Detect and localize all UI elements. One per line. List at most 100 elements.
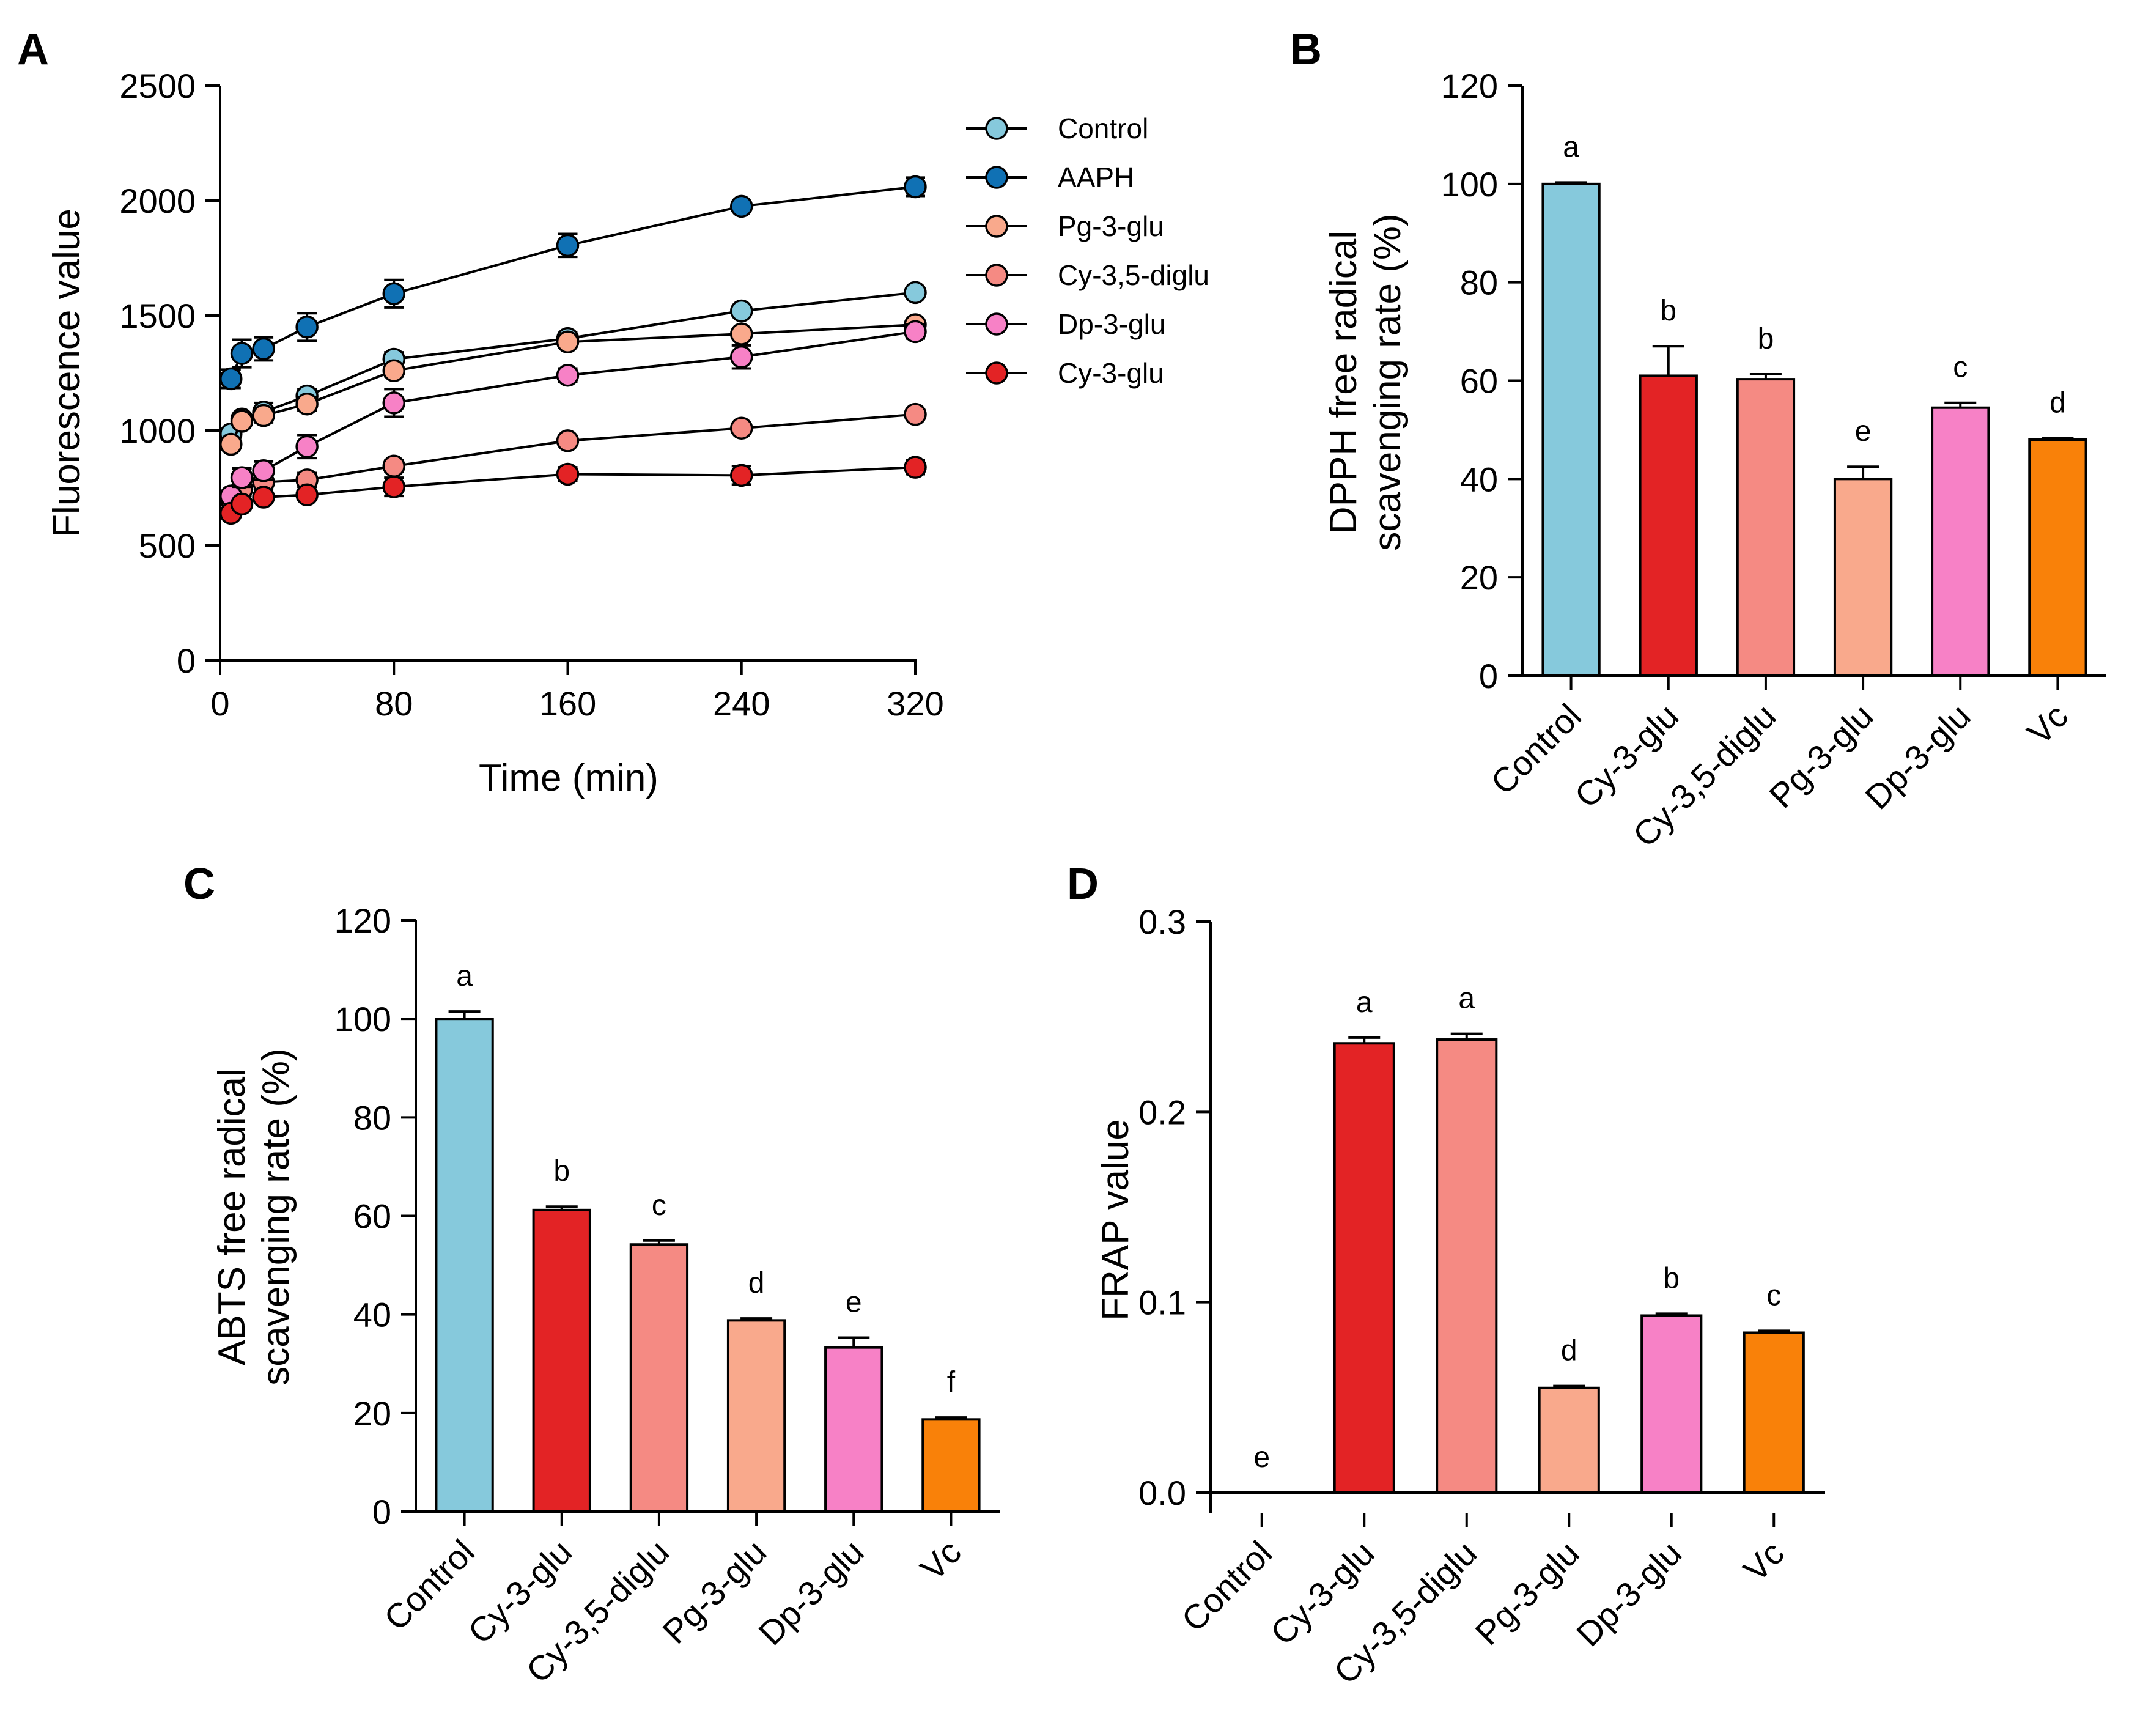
panel-a-legend-marker [985, 312, 1008, 336]
panel-d-y-tick-label: 0.1 [1138, 1284, 1186, 1322]
panel-d-plot: 0.00.10.20.3eControlaCy-3-gluaCy-3,5-dig… [1138, 903, 1825, 1691]
panel-a-x-tick-label: 240 [713, 684, 770, 723]
panel-a-y-tick-label: 1000 [119, 412, 196, 450]
panel-d-bar-cy-3-5-diglu [1436, 1038, 1498, 1494]
panel-a-data-point [230, 466, 254, 489]
panel-a-x-tick-label: 80 [375, 684, 413, 723]
panel-d-significance-letter: a [1356, 986, 1373, 1019]
panel-b-plot: 020406080100120aControlbCy-3-glubCy-3,5-… [1441, 67, 2106, 854]
panel-b-bar-cy-3-5-diglu [1736, 378, 1796, 678]
panel-b-x-tick-label: Pg-3-glu [1761, 696, 1880, 815]
panel-a-legend-marker [985, 264, 1008, 287]
panel-a-data-point [556, 234, 580, 257]
panel-b-y-tick-label: 0 [1479, 657, 1498, 695]
panel-d-significance-letter: b [1663, 1262, 1680, 1295]
panel-b-significance-letter: b [1758, 323, 1774, 355]
panel-c-y-tick-label: 0 [372, 1493, 391, 1531]
panel-a-y-tick-label: 1500 [119, 297, 196, 335]
panel-a-data-point [252, 459, 275, 482]
panel-a-series-line [230, 291, 916, 435]
panel-a-x-tick-label: 320 [887, 684, 943, 723]
panel-a-y-tick-label: 0 [177, 641, 196, 680]
panel-a-data-point [382, 391, 405, 415]
panel-c-significance-letter: a [456, 960, 473, 992]
panel-d-significance-letter: a [1458, 983, 1475, 1015]
panel-d-bar-vc [1743, 1331, 1805, 1494]
panel-b-bar-dp-3-glu [1931, 406, 1990, 678]
panel-a-series-dp-3-glu [219, 320, 927, 508]
panel-b-significance-letter: d [2049, 387, 2066, 419]
panel-c-bar-cy-3-5-diglu [629, 1243, 689, 1513]
panel-b-y-axis-title-line2: scavenging rate (%) [1367, 213, 1409, 550]
panel-a-data-point [252, 486, 275, 509]
panel-b-bar-control [1541, 182, 1601, 678]
panel-b-bar-chart: B DPPH free radical scavenging rate (%) … [1290, 25, 2106, 854]
panel-a-y-tick-label: 2500 [119, 67, 196, 105]
panel-a-y-axis-title: Fluorescence value [46, 209, 88, 537]
panel-c-y-tick-label: 80 [353, 1098, 391, 1137]
panel-a-series-cy-3-glu [219, 456, 927, 525]
panel-d-y-tick-label: 0.3 [1138, 903, 1186, 941]
panel-a-data-point [904, 402, 927, 426]
panel-a-series [219, 175, 927, 525]
panel-d-bar-dp-3-glu [1640, 1314, 1703, 1494]
panel-b-letter: B [1290, 25, 1322, 74]
panel-a-data-point [556, 429, 580, 452]
panel-c-y-axis-title-line2: scavenging rate (%) [255, 1048, 297, 1385]
panel-a-letter: A [17, 25, 49, 74]
panel-a-legend: Control AAPH Pg-3-glu Cy-3,5-diglu Dp-3-glu C… [966, 113, 1209, 389]
panel-a-data-point [230, 410, 254, 433]
panel-c-x-tick-label: Vc [913, 1532, 968, 1588]
panel-a-data-point [904, 281, 927, 305]
panel-a-data-point [730, 322, 753, 345]
panel-a-data-point [730, 299, 753, 323]
panel-a-x-tick-label: 160 [539, 684, 596, 723]
panel-b-x-tick-label: Dp-3-glu [1857, 696, 1977, 816]
panel-b-significance-letter: e [1855, 415, 1872, 448]
panel-c-significance-letter: d [748, 1267, 765, 1299]
panel-a-legend-marker [985, 361, 1008, 385]
panel-b-y-tick-label: 60 [1460, 362, 1498, 401]
panel-a-data-point [230, 492, 254, 516]
panel-a-data-point [382, 454, 405, 478]
panel-c-letter: C [183, 860, 215, 909]
panel-a-data-point [219, 432, 243, 456]
panel-b-bar-cy-3-glu [1639, 374, 1698, 677]
panel-a-data-point [295, 435, 319, 459]
panel-a-data-point [382, 359, 405, 382]
panel-a-legend-marker [985, 215, 1008, 238]
panel-c-bar-vc [921, 1418, 981, 1513]
panel-a-data-point [904, 456, 927, 479]
panel-a-data-point [295, 316, 319, 339]
panel-a-data-point [904, 175, 927, 199]
panel-d-x-tick-label: Dp-3-glu [1569, 1534, 1689, 1653]
panel-a-legend-label: Control [1058, 113, 1148, 144]
panel-a-data-point [730, 345, 753, 369]
panel-c-bar-dp-3-glu [824, 1346, 883, 1513]
panel-a-data-point [382, 475, 405, 498]
panel-d-x-tick-label: Vc [1736, 1534, 1791, 1589]
panel-a-series-line [230, 413, 916, 501]
panel-d-x-tick-label: Control [1174, 1534, 1279, 1639]
panel-b-bar-vc [2028, 438, 2087, 677]
panel-a-legend-label: Cy-3-glu [1058, 357, 1164, 389]
panel-a-series-control [219, 281, 927, 446]
panel-c-significance-letter: f [947, 1366, 956, 1398]
panel-a-x-tick-label: 0 [210, 684, 229, 723]
panel-b-y-tick-label: 120 [1441, 67, 1498, 105]
panel-a-legend-label: Cy-3,5-diglu [1058, 259, 1209, 291]
panel-d-y-axis-title: FRAP value [1094, 1119, 1137, 1321]
panel-a-data-point [252, 404, 275, 427]
panel-b-bar-pg-3-glu [1833, 478, 1893, 677]
panel-a-data-point [904, 320, 927, 344]
panel-a-legend-marker [985, 166, 1008, 189]
panel-c-y-tick-label: 20 [353, 1394, 391, 1433]
panel-a-data-point [556, 462, 580, 486]
panel-b-significance-letter: c [1953, 352, 1968, 384]
panel-c-x-tick-label: Dp-3-glu [751, 1532, 871, 1652]
panel-c-bar-cy-3-glu [532, 1208, 591, 1513]
panel-a-legend-label: Pg-3-glu [1058, 210, 1164, 242]
panel-b-y-tick-label: 80 [1460, 264, 1498, 302]
panel-a-data-point [556, 364, 580, 387]
